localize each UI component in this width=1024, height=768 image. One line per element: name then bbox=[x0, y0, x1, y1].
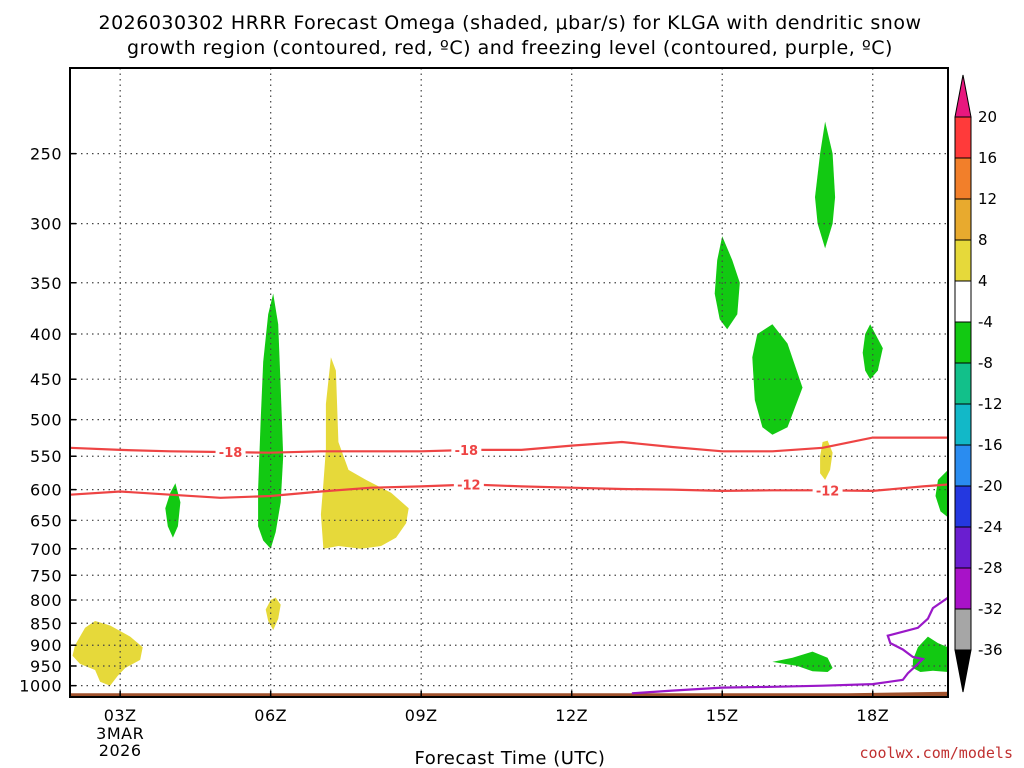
omega-region-7 bbox=[815, 121, 836, 249]
colorbar-tick-label: -16 bbox=[978, 436, 1003, 454]
y-tick-label: 250 bbox=[30, 145, 62, 164]
y-tick-label: 500 bbox=[30, 411, 62, 430]
x-tick-date: 3MAR bbox=[96, 724, 144, 743]
x-tick-label: 06Z bbox=[254, 706, 287, 725]
y-tick-label: 750 bbox=[30, 566, 62, 585]
colorbar-swatch bbox=[954, 608, 972, 651]
omega-region-2 bbox=[320, 357, 409, 549]
omega-region-11 bbox=[935, 469, 948, 518]
contour-label-bg bbox=[451, 442, 482, 458]
x-tick-label: 15Z bbox=[706, 706, 739, 725]
colorbar-swatch bbox=[954, 444, 972, 487]
colorbar-tick-label: -24 bbox=[978, 518, 1003, 536]
colorbar-swatch bbox=[954, 403, 972, 446]
colorbar-tick-label: -4 bbox=[978, 313, 993, 331]
colorbar-tick-label: -12 bbox=[978, 395, 1003, 413]
contour-label-bg bbox=[812, 482, 843, 498]
colorbar-bottom-arrow bbox=[954, 649, 972, 693]
y-tick-label: 650 bbox=[30, 511, 62, 530]
contour-label-bg bbox=[453, 476, 484, 492]
y-tick-label: 350 bbox=[30, 274, 62, 293]
y-tick-label: 300 bbox=[30, 215, 62, 234]
colorbar-swatch bbox=[954, 280, 972, 323]
contour-label-bg bbox=[215, 444, 246, 460]
colorbar-tick-label: -36 bbox=[978, 641, 1003, 659]
y-tick-label: 600 bbox=[30, 481, 62, 500]
contour-label: -12 bbox=[816, 484, 840, 499]
colorbar-tick-label: -32 bbox=[978, 600, 1003, 618]
colorbar-swatch bbox=[954, 567, 972, 610]
omega-region-4 bbox=[165, 483, 181, 538]
plot-frame bbox=[69, 67, 949, 698]
plot-interior: -18 -18 -12 -12 bbox=[70, 68, 948, 697]
omega-region-8 bbox=[752, 324, 803, 435]
colorbar-tick-label: -8 bbox=[978, 354, 993, 372]
y-tick-label: 550 bbox=[30, 447, 62, 466]
y-tick-label: 900 bbox=[30, 636, 62, 655]
x-tick-label: 18Z bbox=[856, 706, 889, 725]
terrain-strip bbox=[70, 691, 948, 697]
colorbar-tick-label: 12 bbox=[978, 190, 997, 208]
omega-region-1 bbox=[265, 597, 281, 630]
gridlines bbox=[70, 68, 948, 697]
colorbar-swatch bbox=[954, 362, 972, 405]
x-axis-label: Forecast Time (UTC) bbox=[415, 748, 606, 768]
omega-region-9 bbox=[862, 324, 883, 380]
colorbar-top-arrow bbox=[954, 74, 972, 118]
chart-title-line-1: 2026030302 HRRR Forecast Omega (shaded, … bbox=[98, 12, 921, 34]
omega-region-6 bbox=[714, 236, 740, 330]
contour-label: -18 bbox=[219, 446, 243, 461]
colorbar-swatch bbox=[954, 116, 972, 159]
chart-title-line-2: growth region (contoured, red, ºC) and f… bbox=[127, 37, 893, 59]
contour-label: -12 bbox=[457, 479, 481, 494]
y-tick-label: 950 bbox=[30, 657, 62, 676]
y-tick-label: 700 bbox=[30, 540, 62, 559]
colorbar-swatch bbox=[954, 526, 972, 569]
colorbar-tick-label: -28 bbox=[978, 559, 1003, 577]
colorbar-swatch bbox=[954, 157, 972, 200]
colorbar: 20 16 12 8 4 -4 -8 -12 -16 -20 -24 -28 -32 -36 bbox=[954, 74, 1003, 693]
omega-region-12 bbox=[912, 636, 948, 672]
colorbar-tick-label: -20 bbox=[978, 477, 1003, 495]
y-tick-label: 1000 bbox=[19, 677, 62, 696]
y-tick-label: 850 bbox=[30, 614, 62, 633]
colorbar-swatch bbox=[954, 485, 972, 528]
omega-region-3 bbox=[820, 440, 833, 480]
x-tick-label: 03Z bbox=[104, 706, 137, 725]
colorbar-swatch bbox=[954, 321, 972, 364]
colorbar-swatch bbox=[954, 239, 972, 282]
y-tick-label: 800 bbox=[30, 591, 62, 610]
colorbar-tick-label: 8 bbox=[978, 231, 988, 249]
y-tick-label: 450 bbox=[30, 370, 62, 389]
colorbar-swatch bbox=[954, 198, 972, 241]
contour-label: -18 bbox=[455, 444, 479, 459]
colorbar-tick-label: 4 bbox=[978, 272, 988, 290]
contour-line-2 bbox=[631, 596, 948, 695]
contour-line-0 bbox=[70, 436, 948, 454]
colorbar-tick-label: 16 bbox=[978, 149, 997, 167]
omega-region-10 bbox=[772, 651, 833, 672]
omega-region-0 bbox=[72, 621, 143, 686]
x-tick-label: 12Z bbox=[555, 706, 588, 725]
x-tick-year: 2026 bbox=[99, 741, 142, 760]
x-tick-label: 09Z bbox=[405, 706, 438, 725]
credit-text: coolwx.com/models bbox=[859, 744, 1013, 762]
y-tick-label: 400 bbox=[30, 325, 62, 344]
plot-area: -18 -18 -12 -12 250 300 350 400 450 500 550 600 650 7… bbox=[19, 67, 949, 760]
colorbar-tick-label: 20 bbox=[978, 108, 997, 126]
